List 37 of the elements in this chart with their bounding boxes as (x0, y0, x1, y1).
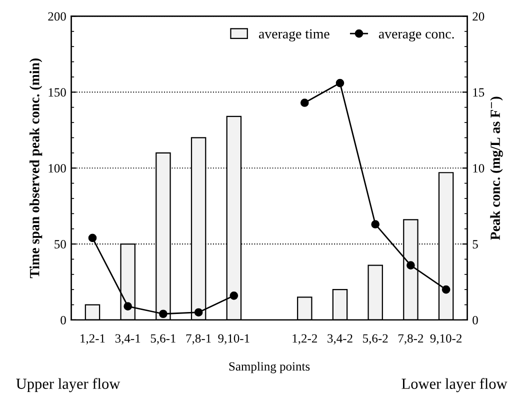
y2-axis-title: Peak conc. (mg/L as F$^{−}$) (490, 96, 503, 240)
point (88, 234, 97, 242)
x-tick-label: 5,6-2 (363, 334, 388, 344)
y-axis-title: Time span observed peak conc. (min) (30, 58, 42, 278)
x-axis-title: Sampling points (229, 362, 310, 374)
text: Lower layer flow (402, 378, 508, 392)
point (336, 78, 344, 88)
text: Upper layer flow (16, 378, 120, 392)
y-tick-label: 200 (48, 12, 66, 21)
legend-label: average time (258, 29, 330, 42)
point (124, 302, 132, 310)
y2-tick-label: 0 (472, 316, 478, 324)
y2-tick-label: 15 (473, 88, 484, 97)
x-tick-label: 1,2-1 (80, 334, 105, 344)
point (406, 261, 415, 270)
y-tick-label: 150 (48, 88, 66, 97)
y-tick-label: 50 (54, 240, 66, 248)
x-tick-label: 1,2-2 (292, 334, 317, 344)
y2-tick-label: 5 (472, 240, 478, 248)
x-tick-label: 9,10-1 (218, 334, 250, 344)
x-tick-label: 3,4-2 (328, 334, 352, 344)
x-tick-label: 7,8-1 (186, 334, 211, 344)
x-tick-label: 5,6-1 (150, 334, 176, 344)
x-tick-label: 3,4-1 (115, 334, 140, 344)
point (371, 220, 380, 228)
point (300, 98, 309, 107)
y-tick-label: 0 (60, 316, 66, 324)
point (159, 310, 168, 318)
y2-tick-label: 20 (472, 12, 484, 21)
x-tick-label: 9,10-2 (430, 334, 462, 344)
point (442, 285, 450, 294)
x-tick-label: 7,8-2 (398, 334, 424, 344)
y-tick-label: 100 (48, 164, 66, 173)
point (194, 308, 203, 317)
point (230, 291, 238, 300)
legend-label: average conc. (378, 31, 454, 42)
y2-tick-label: 10 (473, 164, 484, 173)
